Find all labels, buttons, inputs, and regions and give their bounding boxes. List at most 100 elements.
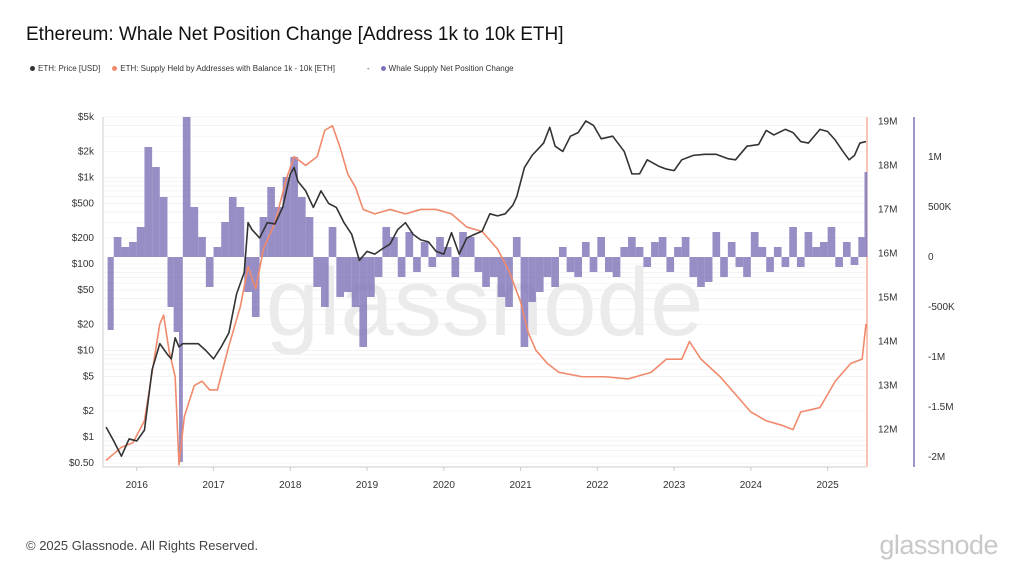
net-position-bar — [850, 257, 859, 265]
net-position-bar — [589, 257, 598, 272]
net-position-bar — [367, 257, 375, 297]
net-position-bar — [804, 232, 813, 257]
glassnode-logo: glassnode — [879, 530, 998, 560]
net-position-bar — [819, 242, 828, 257]
net-position-bar — [674, 247, 682, 257]
net-position-bar — [497, 257, 506, 297]
legend-item-net-position[interactable]: - Whale Supply Net Position Change — [367, 64, 514, 73]
net-position-bar — [152, 167, 160, 257]
net-position-bar — [520, 257, 529, 347]
y-right-net-tick-label: 1M — [928, 152, 942, 163]
net-position-bar — [359, 257, 368, 347]
x-tick-label: 2018 — [279, 480, 302, 491]
x-tick-label: 2022 — [586, 480, 609, 491]
y-left-tick-label: $2k — [78, 146, 95, 157]
legend-item-supply[interactable]: ETH: Supply Held by Addresses with Balan… — [112, 64, 335, 73]
x-tick-label: 2019 — [356, 480, 379, 491]
net-position-bar — [635, 247, 644, 257]
net-position-bar — [842, 242, 851, 257]
net-position-bar — [574, 257, 582, 277]
net-position-bar — [474, 257, 483, 272]
net-position-bar — [773, 247, 782, 257]
net-position-bar — [658, 237, 667, 257]
net-position-bar — [390, 237, 398, 257]
net-position-bar — [351, 257, 360, 307]
net-position-bar — [864, 172, 868, 257]
net-position-bar — [382, 227, 391, 257]
y-left-tick-label: $5 — [83, 372, 95, 383]
net-position-bar — [505, 257, 513, 307]
net-position-bar — [267, 187, 275, 257]
net-position-bar — [766, 257, 774, 272]
net-position-bar — [651, 242, 659, 257]
net-position-bar — [274, 207, 283, 257]
y-right-supply-tick-label: 18M — [878, 160, 897, 171]
net-position-bar — [173, 257, 179, 332]
net-position-bar — [144, 147, 153, 257]
net-position-bar — [681, 237, 690, 257]
net-position-bar — [827, 227, 836, 257]
net-position-bar — [704, 257, 713, 282]
y-right-supply-tick-label: 14M — [878, 337, 897, 348]
y-left-tick-label: $5k — [78, 112, 95, 123]
net-position-bar — [443, 247, 452, 257]
net-position-bar — [313, 257, 321, 287]
net-position-bar — [221, 222, 229, 257]
net-position-bar — [328, 227, 337, 257]
net-position-bar — [136, 227, 145, 257]
net-position-bar — [159, 197, 168, 257]
x-tick-label: 2017 — [202, 480, 225, 491]
legend-prefix: - — [367, 64, 370, 73]
net-position-bar — [259, 217, 268, 257]
net-position-bar — [336, 257, 345, 297]
net-position-bar — [213, 247, 222, 257]
legend-dot — [380, 66, 386, 71]
x-tick-label: 2020 — [433, 480, 456, 491]
net-position-bar — [812, 247, 820, 257]
net-position-bar — [397, 257, 406, 277]
copyright: © 2025 Glassnode. All Rights Reserved. — [26, 538, 259, 553]
x-tick-label: 2021 — [509, 480, 532, 491]
net-position-bar — [244, 257, 252, 292]
net-position-bar — [167, 257, 174, 307]
y-left-tick-label: $200 — [72, 233, 95, 244]
net-position-bar — [543, 257, 552, 277]
net-position-bar — [750, 232, 759, 257]
legend-label: ETH: Price [USD] — [38, 64, 101, 73]
y-right-supply-tick-label: 17M — [878, 204, 897, 215]
net-position-bar — [720, 257, 728, 277]
net-position-bar — [735, 257, 744, 267]
net-position-bar — [129, 242, 137, 257]
net-position-bar — [620, 247, 629, 257]
x-tick-label: 2023 — [663, 480, 686, 491]
net-position-bar — [566, 257, 575, 272]
net-position-bar — [205, 257, 214, 287]
net-position-bar — [689, 257, 698, 277]
legend-item-price[interactable]: ETH: Price [USD] — [30, 64, 100, 73]
net-position-bar — [228, 197, 237, 257]
net-position-bar — [420, 242, 429, 257]
net-position-bar — [581, 242, 590, 257]
chart-title: Ethereum: Whale Net Position Change [Add… — [26, 24, 564, 45]
net-position-bar — [107, 257, 114, 330]
net-position-bar — [781, 257, 790, 267]
net-position-bar — [482, 257, 490, 287]
net-position-bar — [344, 257, 352, 292]
net-position-bar — [198, 237, 206, 257]
y-left-tick-label: $500 — [72, 199, 95, 210]
net-position-bar — [643, 257, 652, 267]
y-right-supply-tick-label: 13M — [878, 381, 897, 392]
net-position-bar — [190, 207, 199, 257]
y-left-tick-label: $20 — [77, 319, 94, 330]
net-position-bar — [605, 257, 613, 272]
x-tick-label: 2024 — [740, 480, 763, 491]
net-position-bar — [796, 257, 805, 267]
x-tick-label: 2016 — [126, 480, 149, 491]
net-position-bar — [451, 257, 460, 277]
net-position-bar — [727, 242, 736, 257]
net-position-bar — [551, 257, 559, 287]
net-position-bar — [712, 232, 721, 257]
net-position-bar — [528, 257, 536, 302]
legend-dot — [112, 66, 118, 71]
